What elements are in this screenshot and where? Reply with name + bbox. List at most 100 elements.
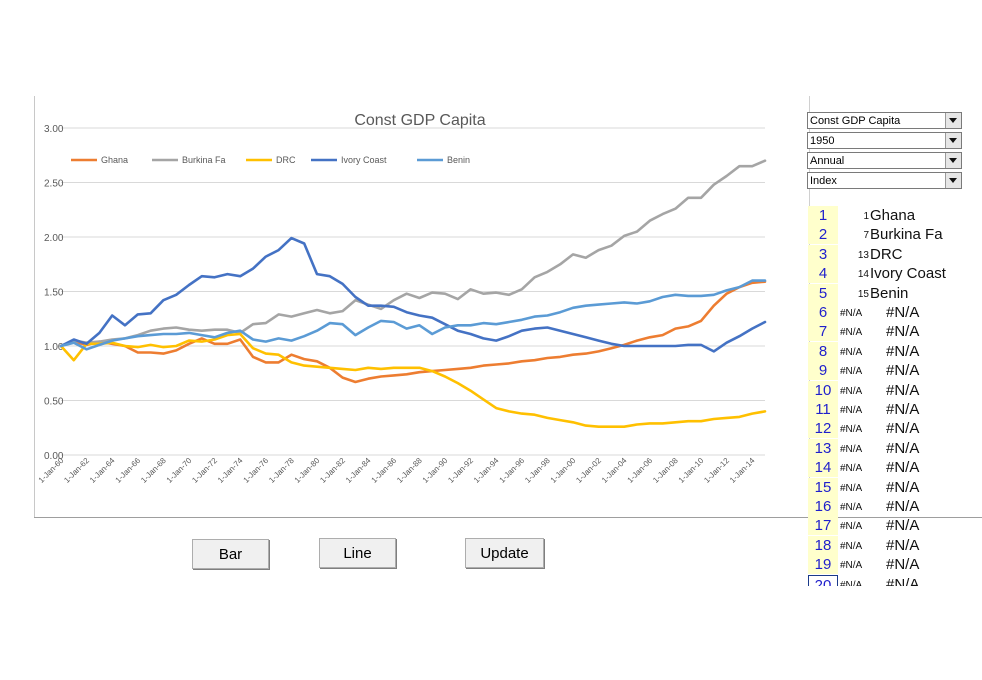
country-name[interactable]: #N/A <box>886 498 920 515</box>
country-index[interactable]: #N/A <box>840 560 863 572</box>
chart-area[interactable]: 0.00 0.50 1.00 1.50 2.00 2.50 3.00 1-Jan-60 1-Ja… <box>35 96 810 517</box>
row-number[interactable]: 6 <box>808 303 838 322</box>
x-tick-label: 1-Jan-98 <box>523 456 552 485</box>
line-button[interactable]: Line <box>319 538 396 568</box>
list-item: 20 #N/A #N/A <box>808 574 968 586</box>
row-number[interactable]: 10 <box>808 380 838 400</box>
list-item: 16 #N/A #N/A <box>808 497 968 516</box>
row-number[interactable]: 12 <box>808 419 838 439</box>
chevron-down-icon[interactable] <box>945 153 961 168</box>
bar-button[interactable]: Bar <box>192 539 269 569</box>
x-tick-label: 1-Jan-92 <box>446 456 475 485</box>
country-index[interactable]: 1 <box>863 211 869 222</box>
country-name[interactable]: #N/A <box>886 517 920 535</box>
country-index[interactable]: 15 <box>857 288 869 300</box>
row-number[interactable]: 20 <box>808 574 838 586</box>
row-number[interactable]: 2 <box>808 225 838 245</box>
country-index[interactable]: 14 <box>857 269 869 281</box>
country-name[interactable]: Ghana <box>870 207 916 224</box>
row-number[interactable]: 14 <box>808 458 838 478</box>
country-index[interactable]: #N/A <box>840 405 863 416</box>
country-index[interactable]: #N/A <box>840 502 863 513</box>
column-border <box>34 96 35 518</box>
country-name[interactable]: #N/A <box>886 401 920 418</box>
row-number[interactable]: 1 <box>808 206 838 225</box>
country-name[interactable]: DRC <box>870 245 903 263</box>
row-number[interactable]: 17 <box>808 516 838 536</box>
country-index[interactable]: #N/A <box>840 424 863 436</box>
list-item: 4 14 Ivory Coast <box>808 264 968 284</box>
row-number[interactable]: 4 <box>808 264 838 284</box>
country-index[interactable]: 13 <box>857 249 869 261</box>
country-name[interactable]: Ivory Coast <box>870 265 946 283</box>
measure-dropdown-value: Const GDP Capita <box>810 115 901 127</box>
x-tick-label: 1-Jan-00 <box>549 456 578 485</box>
row-number[interactable]: 18 <box>808 535 838 555</box>
update-button[interactable]: Update <box>465 538 544 568</box>
row-number[interactable]: 13 <box>808 438 838 458</box>
row-number[interactable]: 8 <box>808 341 838 361</box>
base-year-dropdown[interactable]: 1950 <box>807 132 962 149</box>
country-index[interactable]: #N/A <box>840 482 863 494</box>
row-number[interactable]: 3 <box>808 244 838 264</box>
mode-dropdown[interactable]: Index <box>807 172 962 189</box>
list-item: 17 #N/A #N/A <box>808 516 968 536</box>
measure-dropdown[interactable]: Const GDP Capita <box>807 112 962 129</box>
country-name[interactable]: #N/A <box>886 362 920 380</box>
row-number[interactable]: 7 <box>808 322 838 342</box>
country-name[interactable]: #N/A <box>886 342 920 360</box>
country-index[interactable]: #N/A <box>840 346 863 358</box>
y-tick-label: 0.50 <box>44 397 64 408</box>
country-name[interactable]: #N/A <box>886 575 920 586</box>
country-name[interactable]: #N/A <box>886 439 920 457</box>
x-tick-label: 1-Jan-66 <box>114 456 143 485</box>
x-tick-label: 1-Jan-12 <box>702 456 731 485</box>
row-number[interactable]: 5 <box>808 283 838 303</box>
country-name[interactable]: Benin <box>870 284 909 302</box>
chevron-down-icon[interactable] <box>945 113 961 128</box>
row-number[interactable]: 11 <box>808 400 838 419</box>
chevron-down-icon[interactable] <box>945 173 961 188</box>
country-index[interactable]: #N/A <box>840 443 863 455</box>
chevron-down-icon[interactable] <box>945 133 961 148</box>
x-tick-label: 1-Jan-82 <box>318 456 347 485</box>
country-name[interactable]: #N/A <box>886 381 920 399</box>
row-number[interactable]: 15 <box>808 477 838 497</box>
country-name[interactable]: #N/A <box>886 323 920 341</box>
country-name[interactable]: #N/A <box>886 536 920 554</box>
frequency-dropdown-value: Annual <box>810 155 845 167</box>
mode-dropdown-value: Index <box>810 175 837 187</box>
country-index[interactable]: #N/A <box>840 540 863 552</box>
list-item: 12 #N/A #N/A <box>808 419 968 439</box>
country-name[interactable]: #N/A <box>886 304 920 321</box>
x-tick-label: 1-Jan-04 <box>600 456 629 485</box>
country-index[interactable]: #N/A <box>840 308 863 319</box>
country-name[interactable]: Burkina Fa <box>870 226 943 244</box>
list-item: 14 #N/A #N/A <box>808 458 968 478</box>
country-index[interactable]: #N/A <box>840 579 863 586</box>
frequency-dropdown[interactable]: Annual <box>807 152 962 169</box>
country-index[interactable]: #N/A <box>840 521 863 533</box>
y-tick-label: 2.00 <box>44 233 64 244</box>
country-index[interactable]: #N/A <box>840 366 863 378</box>
x-tick-label: 1-Jan-64 <box>88 456 117 485</box>
legend-label: Benin <box>447 155 470 165</box>
country-name[interactable]: #N/A <box>886 478 920 496</box>
row-number[interactable]: 19 <box>808 555 838 575</box>
country-name[interactable]: #N/A <box>886 420 920 438</box>
x-tick-label: 1-Jan-74 <box>216 456 245 485</box>
country-name[interactable]: #N/A <box>886 459 920 477</box>
row-number[interactable]: 9 <box>808 361 838 381</box>
x-tick-label: 1-Jan-06 <box>626 456 655 485</box>
list-item: 5 15 Benin <box>808 283 968 303</box>
x-tick-label: 1-Jan-68 <box>139 456 168 485</box>
country-index[interactable]: #N/A <box>840 385 863 397</box>
list-item: 15 #N/A #N/A <box>808 477 968 497</box>
country-index[interactable]: #N/A <box>840 463 863 475</box>
row-number[interactable]: 16 <box>808 497 838 516</box>
country-name[interactable]: #N/A <box>886 556 920 574</box>
country-index[interactable]: #N/A <box>840 327 863 339</box>
country-index[interactable]: 7 <box>863 230 869 242</box>
list-item: 10 #N/A #N/A <box>808 380 968 400</box>
x-tick-label: 1-Jan-86 <box>370 456 399 485</box>
